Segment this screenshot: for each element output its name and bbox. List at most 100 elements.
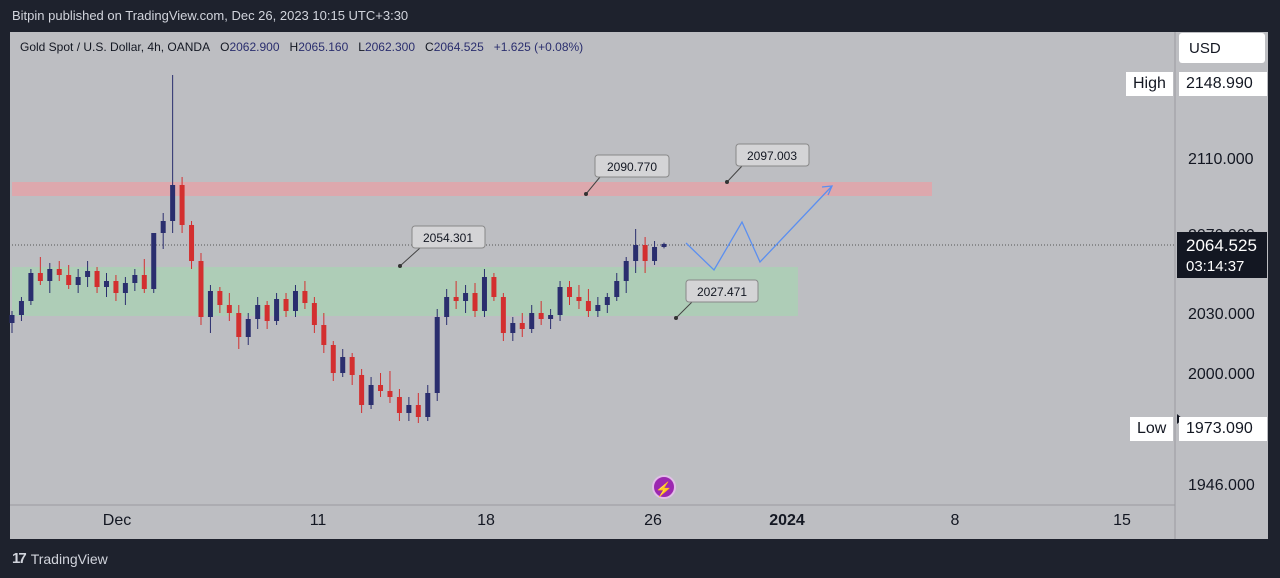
candle-body <box>56 269 62 275</box>
open-value: 2062.900 <box>229 40 280 54</box>
candle-body <box>425 393 431 417</box>
candle-body <box>633 245 639 261</box>
symbol-legend[interactable]: Gold Spot / U.S. Dollar, 4h, OANDA O2062… <box>20 40 583 54</box>
candle-body <box>18 301 24 315</box>
candle-body <box>557 287 563 315</box>
x-tick-18: 18 <box>477 512 495 529</box>
high-tag-label: High <box>1126 72 1173 96</box>
candle-body <box>491 277 497 297</box>
candle-body <box>274 299 280 321</box>
candle-body <box>207 291 213 317</box>
publisher-text: Bitpin published on TradingView.com, Dec… <box>12 8 409 23</box>
y-tick-2030: 2030.000 <box>1188 306 1255 323</box>
close-value: 2064.525 <box>433 40 484 54</box>
x-tick-dec: Dec <box>103 512 131 529</box>
candle-body <box>94 271 100 287</box>
candle-body <box>453 297 459 301</box>
candle-body <box>652 247 658 261</box>
candle-body <box>292 291 298 311</box>
candle-body <box>302 291 308 303</box>
high-label: H <box>289 40 299 54</box>
candle-body <box>9 315 15 323</box>
candle-body <box>378 385 384 391</box>
change-value: +1.625 (+0.08%) <box>493 40 584 54</box>
x-tick-15: 15 <box>1113 512 1131 529</box>
support-zone[interactable] <box>12 267 798 316</box>
symbol-title: Gold Spot / U.S. Dollar, 4h, OANDA <box>20 40 211 54</box>
candle-body <box>85 271 91 277</box>
candle-body <box>595 305 601 311</box>
candle-body <box>585 301 591 311</box>
candle-body <box>529 313 535 329</box>
projection-arrowhead <box>821 185 834 196</box>
candle-body <box>28 273 34 301</box>
candle-body <box>415 405 421 417</box>
x-tick-8: 8 <box>951 512 960 529</box>
last-price-value: 2064.525 <box>1186 236 1257 255</box>
projection-path <box>685 185 833 272</box>
candle-body <box>321 325 327 345</box>
candle-body <box>387 391 393 397</box>
candle-body <box>179 185 185 225</box>
candle-body <box>406 405 412 413</box>
candle-body <box>226 305 232 313</box>
candle-body <box>368 385 374 405</box>
candle-body <box>510 323 516 333</box>
candle-body <box>283 299 289 311</box>
candle-body <box>463 293 469 301</box>
publisher-bar: Bitpin published on TradingView.com, Dec… <box>0 0 1280 32</box>
candle-body <box>160 221 166 233</box>
low-label: L <box>358 40 365 54</box>
candle-body <box>500 297 506 333</box>
candle-body <box>245 319 251 337</box>
high-tag-value: 2148.990 <box>1179 72 1267 96</box>
candle-body <box>37 273 43 281</box>
candle-body <box>113 281 119 293</box>
flash-event-icon[interactable]: ⚡ <box>652 475 676 499</box>
candle-body <box>661 243 667 247</box>
callout-2054[interactable]: 2054.301 <box>398 225 486 268</box>
candle-body <box>519 323 525 329</box>
resistance-zone[interactable] <box>12 182 932 196</box>
candle-body <box>264 305 270 321</box>
candle-body <box>359 375 365 405</box>
candle-body <box>567 287 573 297</box>
callout-2054-text: 2054.301 <box>423 231 473 245</box>
callout-2027-text: 2027.471 <box>697 285 747 299</box>
tradingview-logo[interactable]: 17 TradingView <box>12 550 108 567</box>
footer-bar: 17 TradingView <box>0 540 1280 578</box>
candle-body <box>548 315 554 319</box>
y-tick-1946: 1946.000 <box>1188 477 1255 494</box>
brand-name: TradingView <box>30 550 108 567</box>
close-label: C <box>425 40 434 54</box>
candle-body <box>217 291 223 305</box>
y-tick-2110: 2110.000 <box>1188 151 1254 168</box>
x-tick-2024: 2024 <box>769 512 805 529</box>
low-tag-value: 1973.090 <box>1179 417 1267 441</box>
candle-body <box>255 305 261 319</box>
candle-body <box>576 297 582 301</box>
candles-group <box>9 75 667 423</box>
candle-body <box>614 281 620 297</box>
candle-body <box>189 225 195 261</box>
bar-countdown: 03:14:37 <box>1186 258 1245 275</box>
candle-body <box>444 297 450 317</box>
callout-2090-text: 2090.770 <box>607 160 657 174</box>
candle-body <box>311 303 317 325</box>
callout-2097-text: 2097.003 <box>747 149 797 163</box>
last-price-tag: 2064.525 03:14:37 <box>1177 232 1267 278</box>
candle-body <box>642 245 648 261</box>
x-tick-26: 26 <box>644 512 662 529</box>
candle-body <box>47 269 53 281</box>
low-value: 2062.300 <box>364 40 416 54</box>
candle-body <box>198 261 204 317</box>
currency-button[interactable]: USD <box>1179 33 1265 63</box>
callout-2027[interactable]: 2027.471 <box>674 279 759 320</box>
candle-body <box>330 345 336 373</box>
callout-2090[interactable]: 2090.770 <box>584 154 670 196</box>
open-label: O <box>220 40 230 54</box>
candle-body <box>122 283 128 293</box>
callout-2097[interactable]: 2097.003 <box>725 143 810 184</box>
candle-body <box>604 297 610 305</box>
